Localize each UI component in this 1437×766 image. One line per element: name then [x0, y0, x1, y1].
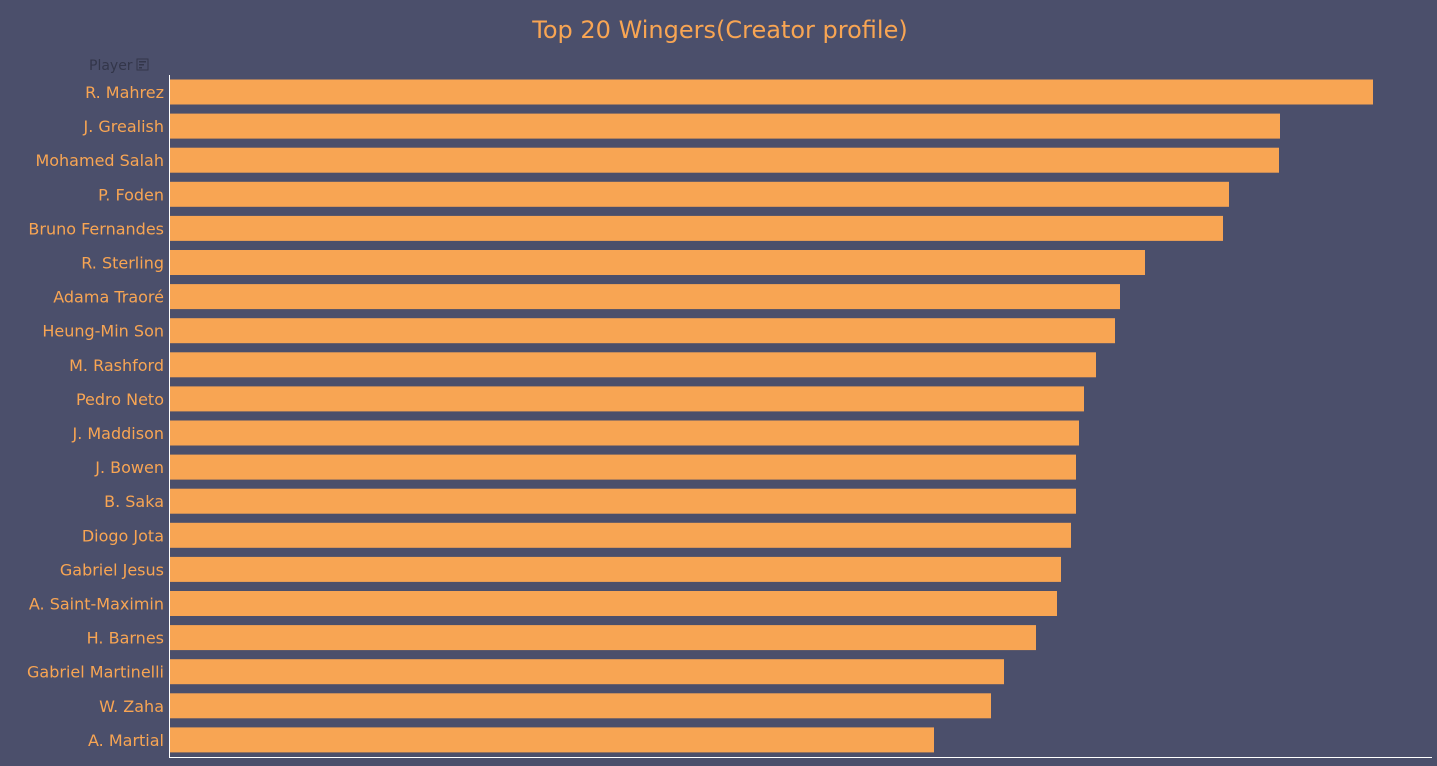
category-label-19: A. Martial — [88, 731, 164, 750]
category-label-13: Diogo Jota — [82, 526, 164, 545]
category-label-1: J. Grealish — [82, 117, 164, 136]
bar-12[interactable] — [170, 488, 1076, 514]
bar-8[interactable] — [170, 352, 1096, 378]
category-label-6: Adama Traoré — [53, 288, 164, 307]
bar-0[interactable] — [170, 79, 1373, 105]
bar-5[interactable] — [170, 250, 1145, 275]
bar-6[interactable] — [170, 284, 1120, 310]
category-label-10: J. Maddison — [71, 424, 164, 443]
bar-1[interactable] — [170, 113, 1280, 139]
bar-14[interactable] — [170, 556, 1061, 582]
bar-18[interactable] — [170, 693, 991, 719]
category-label-15: A. Saint-Maximin — [29, 595, 164, 614]
category-label-8: M. Rashford — [69, 356, 164, 375]
chart-title: Top 20 Wingers(Creator profile) — [531, 16, 907, 44]
bar-17[interactable] — [170, 659, 1004, 685]
category-label-4: Bruno Fernandes — [28, 219, 164, 238]
category-label-2: Mohamed Salah — [35, 151, 164, 170]
category-label-18: W. Zaha — [99, 697, 164, 716]
bar-2[interactable] — [170, 147, 1279, 173]
category-label-16: H. Barnes — [87, 629, 164, 648]
category-label-7: Heung-Min Son — [42, 322, 164, 341]
category-label-11: J. Bowen — [94, 458, 164, 477]
bar-3[interactable] — [170, 181, 1229, 207]
category-label-9: Pedro Neto — [76, 390, 164, 409]
row-field-header[interactable]: Player — [89, 58, 149, 74]
category-label-14: Gabriel Jesus — [60, 560, 164, 579]
bar-13[interactable] — [170, 522, 1071, 548]
category-labels: R. Mahrez J. Grealish Mohamed Salah P. Fode… — [27, 83, 164, 750]
row-field-label: Player — [89, 58, 133, 74]
bar-16[interactable] — [170, 625, 1036, 651]
bar-11[interactable] — [170, 454, 1076, 480]
sort-icon[interactable] — [136, 58, 149, 71]
category-label-5: R. Sterling — [81, 254, 164, 273]
category-label-3: P. Foden — [98, 185, 164, 204]
category-label-17: Gabriel Martinelli — [27, 663, 164, 682]
bar-19[interactable] — [170, 727, 934, 753]
bar-15[interactable] — [170, 591, 1057, 616]
bar-7[interactable] — [170, 318, 1115, 344]
category-label-0: R. Mahrez — [85, 83, 164, 102]
category-label-12: B. Saka — [104, 492, 164, 511]
bar-9[interactable] — [170, 386, 1084, 412]
bars — [170, 79, 1373, 753]
bar-4[interactable] — [170, 215, 1223, 241]
bar-10[interactable] — [170, 420, 1079, 446]
